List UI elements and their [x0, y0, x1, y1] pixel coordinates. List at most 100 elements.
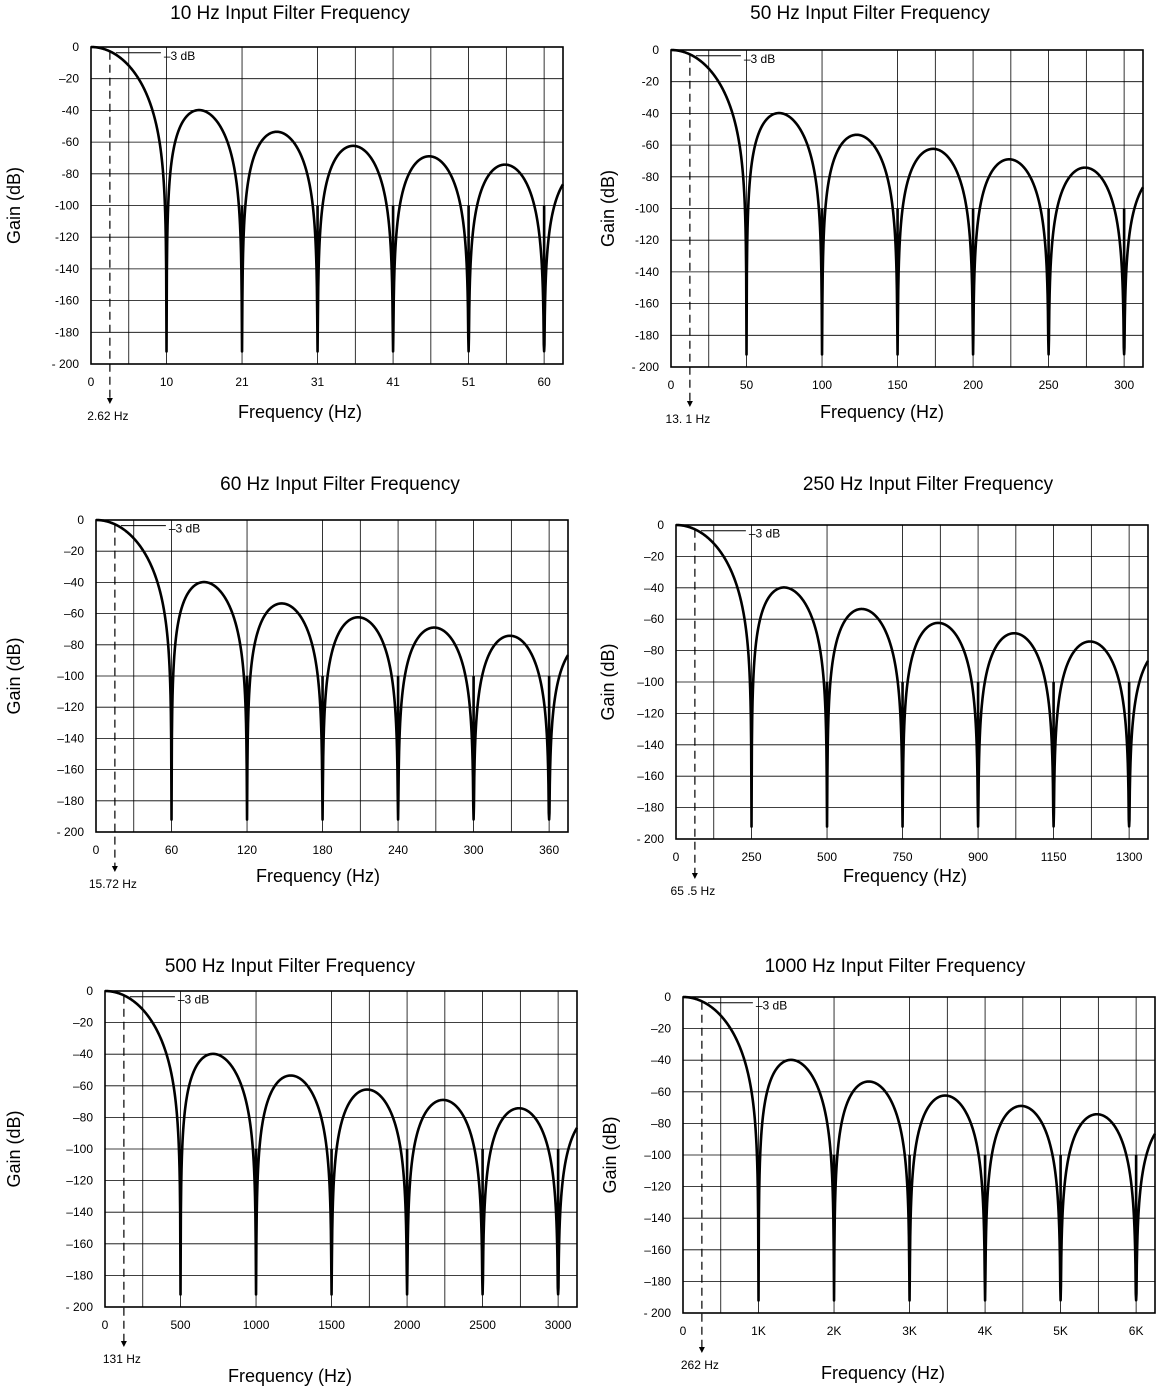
y-tick-label: -80: [642, 170, 660, 184]
x-tick-label: 60: [537, 375, 551, 389]
x-tick-label: 60: [165, 843, 179, 857]
chart-title: 60 Hz Input Filter Frequency: [220, 474, 460, 495]
y-tick-label: 0: [657, 518, 664, 532]
y-tick-label: –180: [637, 801, 664, 815]
x-tick-label: 200: [963, 378, 983, 392]
y-tick-label: -40: [62, 103, 80, 117]
chart-svg: 250 Hz Input Filter Frequency 0 –20 –40 –60 –…: [598, 474, 1150, 898]
cutoff-frequency-label: 65 .5 Hz: [671, 884, 716, 898]
plot-frame: [95, 519, 569, 833]
chart-panel-60hz: 60 Hz Input Filter Frequency 0 –20 –40 –60 –8…: [0, 468, 580, 936]
y-tick-label: 0: [72, 40, 79, 54]
x-tick-label: 1K: [751, 1324, 766, 1338]
y-tick-label: - 200: [644, 1306, 672, 1320]
y-tick-label: –120: [637, 706, 664, 720]
x-axis-label: Frequency (Hz): [843, 866, 967, 886]
x-tick-label: 250: [1039, 378, 1059, 392]
chart-svg: 10 Hz Input Filter Frequency 0 –20 -40 -60 -8…: [4, 3, 565, 423]
y-tick-label: –20: [59, 72, 79, 86]
x-tick-label: 900: [968, 850, 988, 864]
x-tick-label: 6K: [1129, 1324, 1144, 1338]
x-tick-label: 500: [171, 1318, 191, 1332]
y-tick-label: 0: [77, 513, 84, 527]
x-tick-label: 500: [817, 850, 837, 864]
y-tick-label: –60: [644, 612, 664, 626]
plot-frame: [90, 46, 564, 365]
x-tick-label: 300: [464, 843, 484, 857]
x-tick-label: 100: [812, 378, 832, 392]
y-tick-label: –120: [66, 1174, 93, 1188]
x-tick-label: 120: [237, 843, 257, 857]
y-axis-label: Gain (dB): [600, 1116, 620, 1193]
chart-panel-250hz: 250 Hz Input Filter Frequency 0 –20 –40 –60 –…: [580, 468, 1156, 936]
x-axis-label: Frequency (Hz): [228, 1366, 352, 1386]
y-tick-label: –40: [64, 575, 84, 589]
series-line: [670, 48, 1145, 356]
x-tick-label: 1300: [1116, 850, 1143, 864]
x-tick-label: 1500: [318, 1318, 345, 1332]
y-tick-label: -140: [635, 265, 659, 279]
x-tick-label: 2K: [827, 1324, 842, 1338]
y-tick-label: -160: [635, 297, 659, 311]
chart-svg: 60 Hz Input Filter Frequency 0 –20 –40 –60 –8…: [4, 474, 570, 891]
x-tick-label: 50: [740, 378, 754, 392]
chart-panel-10hz: 10 Hz Input Filter Frequency 0 –20 -40 -60 -8…: [0, 0, 580, 468]
y-tick-label: –100: [644, 1148, 671, 1162]
y-tick-label: -180: [55, 325, 79, 339]
series-line: [675, 523, 1150, 828]
y-tick-label: -160: [55, 294, 79, 308]
db-annotation: –3 dB: [749, 527, 780, 541]
y-tick-label: -100: [55, 199, 79, 213]
x-tick-label: 41: [386, 375, 400, 389]
cutoff-frequency-label: 131 Hz: [103, 1352, 141, 1366]
chart-svg: 50 Hz Input Filter Frequency 0 -20 -40 -60 -8…: [598, 3, 1145, 426]
x-tick-label: 21: [235, 375, 249, 389]
chart-panel-500hz: 500 Hz Input Filter Frequency 0 –20 –40 –60 –…: [0, 935, 580, 1391]
y-tick-label: -40: [642, 106, 660, 120]
y-axis-label: Gain (dB): [4, 1110, 24, 1187]
series-line: [90, 45, 565, 353]
y-tick-label: –100: [637, 675, 664, 689]
x-tick-label: 0: [102, 1318, 109, 1332]
db-annotation: –3 dB: [178, 993, 209, 1007]
y-tick-label: –140: [66, 1205, 93, 1219]
cutoff-arrow: [686, 401, 693, 407]
db-annotation: –3 dB: [756, 999, 787, 1013]
y-tick-label: –180: [57, 794, 84, 808]
y-tick-label: 0: [652, 43, 659, 57]
chart-title: 10 Hz Input Filter Frequency: [170, 3, 410, 24]
x-tick-label: 0: [668, 378, 675, 392]
x-tick-label: 51: [462, 375, 476, 389]
y-tick-label: - 200: [637, 832, 665, 846]
cutoff-arrow: [120, 1341, 127, 1347]
series-line: [104, 989, 579, 1296]
x-tick-label: 2500: [469, 1318, 496, 1332]
y-tick-label: –140: [57, 731, 84, 745]
x-tick-label: 31: [311, 375, 325, 389]
chart-panel-1000hz: 1000 Hz Input Filter Frequency 0 –20 –40 –60…: [580, 935, 1156, 1391]
plot-frame: [675, 524, 1149, 840]
x-tick-label: 1000: [243, 1318, 270, 1332]
cutoff-frequency-label: 262 Hz: [681, 1358, 719, 1372]
cutoff-frequency-label: 15.72 Hz: [89, 877, 137, 891]
y-tick-label: –180: [644, 1274, 671, 1288]
x-axis-label: Frequency (Hz): [238, 402, 362, 422]
x-tick-label: 180: [313, 843, 333, 857]
chart-title: 250 Hz Input Filter Frequency: [803, 474, 1054, 495]
y-tick-label: –120: [644, 1180, 671, 1194]
x-tick-label: 3K: [902, 1324, 917, 1338]
cutoff-frequency-label: 13. 1 Hz: [666, 412, 711, 426]
y-tick-label: -140: [55, 262, 79, 276]
y-tick-label: –120: [57, 700, 84, 714]
y-tick-label: –20: [64, 544, 84, 558]
plot-frame: [682, 996, 1156, 1314]
plot-frame: [104, 990, 578, 1308]
y-tick-label: - 200: [66, 1300, 94, 1314]
x-tick-label: 2000: [394, 1318, 421, 1332]
cutoff-arrow: [691, 873, 698, 879]
y-tick-label: –180: [66, 1268, 93, 1282]
chart-title: 500 Hz Input Filter Frequency: [165, 956, 416, 977]
y-tick-label: –160: [637, 769, 664, 783]
x-tick-label: 3000: [545, 1318, 572, 1332]
y-tick-label: -120: [635, 233, 659, 247]
